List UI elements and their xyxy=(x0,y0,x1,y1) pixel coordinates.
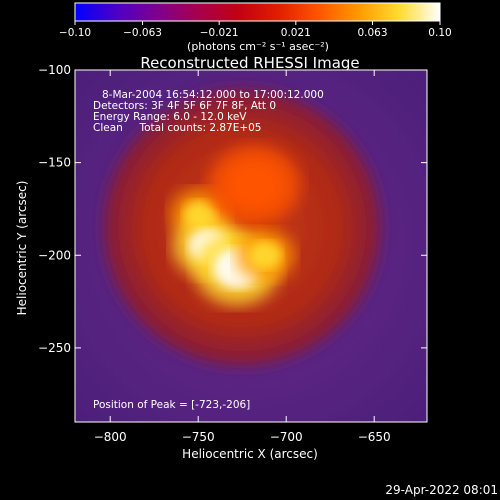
colorbar-tick-label: −0.10 xyxy=(59,27,91,39)
colorbar-tick-label: −0.021 xyxy=(200,27,239,39)
info-detectors: Detectors: 3F 4F 5F 6F 7F 8F, Att 0 xyxy=(93,100,276,112)
image-area xyxy=(75,70,427,422)
heatmap xyxy=(94,79,391,376)
colorbar-unit-label: (photons cm⁻² s⁻¹ asec⁻²) xyxy=(187,40,329,53)
footer-timestamp: 29-Apr-2022 08:01 xyxy=(385,483,498,497)
source-core xyxy=(248,241,282,270)
colorbar-ticks: −0.10 −0.063 −0.021 0.021 0.063 0.10 xyxy=(59,21,452,39)
peak-position-label: Position of Peak = [-723,-206] xyxy=(93,399,250,411)
y-tick-label: −250 xyxy=(38,341,71,355)
info-energy-range: Energy Range: 6.0 - 12.0 keV xyxy=(93,111,247,123)
info-block: 8-Mar-2004 16:54:12.000 to 17:00:12.000 … xyxy=(93,89,324,134)
x-tick-label: −650 xyxy=(358,430,391,444)
x-tick-label: −800 xyxy=(94,430,127,444)
colorbar xyxy=(74,2,441,22)
x-tick-label: −700 xyxy=(270,430,303,444)
colorbar-tick-label: −0.063 xyxy=(123,27,162,39)
y-axis-title: Heliocentric Y (arcsec) xyxy=(15,181,29,316)
axes: −800 −750 −700 −650 −100 −150 −200 −250 xyxy=(38,63,427,444)
colorbar-tick-label: 0.10 xyxy=(428,27,451,39)
y-tick-label: −200 xyxy=(38,248,71,262)
colorbar-tick-label: 0.021 xyxy=(281,27,311,39)
source-core xyxy=(228,163,281,207)
emission-disk xyxy=(94,79,391,376)
x-axis-title: Heliocentric X (arcsec) xyxy=(182,447,318,461)
y-tick-label: −150 xyxy=(38,156,71,170)
y-tick-label: −100 xyxy=(38,63,71,77)
plot-frame xyxy=(74,69,428,423)
info-clean-counts: Clean Total counts: 2.87E+05 xyxy=(93,122,262,134)
x-tick-label: −750 xyxy=(182,430,215,444)
info-time-range: 8-Mar-2004 16:54:12.000 to 17:00:12.000 xyxy=(102,89,324,101)
colorbar-tick-label: 0.063 xyxy=(357,27,387,39)
plot-title: Reconstructed RHESSI Image xyxy=(140,54,359,72)
